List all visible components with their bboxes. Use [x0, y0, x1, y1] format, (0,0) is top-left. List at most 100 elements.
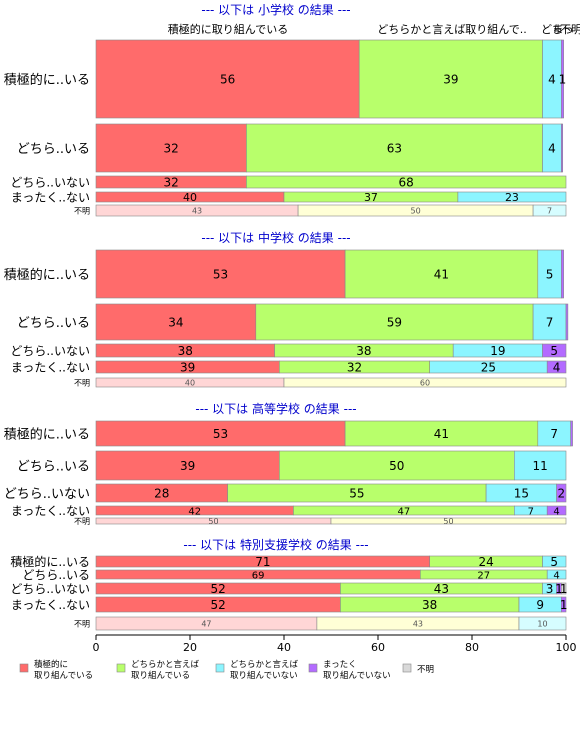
legend-label: 取り組んでいない — [230, 670, 298, 681]
bar-segment — [246, 123, 543, 173]
bar-value-label: 4 — [553, 570, 559, 581]
bar-row: まったく..ない 42 47 7 4 — [11, 504, 567, 518]
bar-value-label: 5 — [550, 344, 558, 358]
bar-value-label: 5 — [550, 555, 558, 569]
bar-row: 不明 40 60 — [74, 377, 567, 388]
column-header-1: どちらかと言えば取り組んで.. — [377, 23, 526, 36]
bar-segment — [95, 39, 360, 119]
bar-row: 積極的に..いる 53 41 5 — [4, 249, 564, 299]
panel-title: --- 以下は 高等学校 の結果 --- — [195, 401, 356, 416]
bar-segment — [255, 303, 534, 341]
bar-value-label: 52 — [211, 598, 226, 612]
bar-value-label: 1 — [560, 598, 568, 612]
bar-segment — [546, 569, 567, 580]
row-label: 積極的に..いる — [4, 72, 90, 88]
legend-entry: 不明 — [402, 663, 434, 675]
legend-entry: 積極的に取り組んでいる — [19, 659, 93, 681]
bar-value-label: 40 — [185, 379, 195, 388]
bar-row: 不明 47 43 10 — [74, 616, 567, 631]
bar-segment — [542, 343, 567, 358]
panel-title: --- 以下は 特別支援学校 の結果 --- — [183, 537, 368, 552]
bar-value-label: 28 — [154, 487, 169, 501]
bar-row: 積極的に..いる 71 24 5 — [10, 554, 567, 569]
legend-label: 取り組んでいない — [323, 670, 391, 681]
bar-row: まったく..ない 40 37 23 — [11, 191, 567, 205]
bar-value-label: 59 — [387, 316, 402, 330]
legend-swatch — [402, 663, 412, 673]
row-label: どちら..いる — [17, 316, 90, 331]
bar-value-label: 4 — [553, 361, 561, 375]
bar-row: どちら..いる 32 63 4 — [17, 123, 564, 173]
bar-value-label: 52 — [211, 582, 226, 596]
bar-row: 積極的に..いる 56 39 4 1 — [4, 39, 566, 119]
bar-value-label: 2 — [557, 487, 565, 501]
bar-value-label: 43 — [434, 582, 449, 596]
row-label: どちら..いる — [22, 568, 90, 582]
bar-value-label: 7 — [547, 207, 552, 216]
row-label: まったく..ない — [11, 361, 90, 375]
bar-segment — [542, 555, 567, 568]
bar-segment — [532, 204, 567, 217]
legend-label: 取り組んでいる — [131, 670, 190, 681]
bar-value-label: 69 — [252, 570, 265, 581]
x-tick-label: 20 — [183, 641, 197, 654]
bar-value-label: 50 — [443, 517, 453, 526]
bar-value-label: 40 — [183, 191, 197, 204]
bar-row: 不明 43 50 7 — [74, 204, 567, 217]
bar-value-label: 47 — [397, 506, 410, 517]
bar-value-label: 42 — [188, 506, 201, 517]
bar-segment — [358, 39, 543, 119]
bar-value-label: 68 — [399, 176, 414, 190]
legend-swatch — [116, 663, 126, 673]
bar-value-label: 53 — [213, 427, 228, 441]
bar-value-label: 53 — [213, 268, 228, 282]
row-label: どちら..いない — [10, 344, 90, 358]
legend: 積極的に取り組んでいる どちらかと言えば取り組んでいるどちらかと言えば取り組んでい… — [19, 659, 434, 681]
bar-value-label: 1 — [555, 582, 563, 596]
bar-value-label: 25 — [481, 361, 496, 375]
bar-row: どちら..いない 38 38 19 5 — [10, 343, 567, 358]
bar-row: どちら..いる 69 27 4 — [22, 568, 567, 582]
row-label: まったく..ない — [11, 191, 90, 205]
bar-value-label: 4 — [548, 142, 556, 156]
row-label: 積極的に..いる — [4, 267, 90, 283]
bar-segment — [95, 303, 257, 341]
row-label: 不明 — [74, 207, 90, 216]
row-label: 不明 — [74, 517, 90, 526]
bar-value-label: 7 — [546, 316, 554, 330]
bar-value-label: 71 — [255, 555, 270, 569]
bar-segment — [95, 450, 280, 481]
bar-value-label: 39 — [180, 361, 195, 375]
bar-value-label: 11 — [533, 459, 548, 473]
x-tick-label: 40 — [277, 641, 291, 654]
row-label: どちら..いない — [10, 582, 90, 596]
bar-value-label: 34 — [168, 316, 183, 330]
panel-2: --- 以下は 高等学校 の結果 --- 積極的に..いる 53 41 7 どちら..いる… — [4, 401, 573, 526]
bar-value-label: 19 — [490, 344, 505, 358]
row-label: 積極的に..いる — [4, 426, 90, 442]
panel-0: --- 以下は 小学校 の結果 ---積極的に..いる 56 39 4 1どちら..いる… — [4, 2, 567, 217]
bar-segment — [546, 360, 567, 374]
bar-row: まったく..ない 52 38 9 1 — [11, 596, 568, 613]
bar-value-label: 38 — [356, 344, 371, 358]
x-tick-label: 100 — [556, 641, 577, 654]
bar-value-label: 50 — [208, 517, 218, 526]
bar-value-label: 43 — [413, 620, 423, 629]
bar-value-label: 24 — [478, 555, 493, 569]
bar-segment — [246, 175, 567, 189]
panel-1: --- 以下は 中学校 の結果 --- 積極的に..いる 53 41 5 どちら..いる 3… — [4, 230, 569, 388]
bar-value-label: 4 — [548, 73, 556, 87]
bar-value-label: 56 — [220, 73, 235, 87]
legend-swatch — [308, 663, 318, 673]
bar-value-label: 3 — [546, 582, 554, 596]
bar-segment — [560, 596, 567, 613]
column-header-4: 不明 — [560, 23, 580, 36]
bar-value-label: 10 — [537, 620, 547, 629]
bar-value-label: 9 — [536, 598, 544, 612]
bar-value-label: 47 — [201, 620, 211, 629]
column-header-2: どち — [541, 23, 563, 36]
